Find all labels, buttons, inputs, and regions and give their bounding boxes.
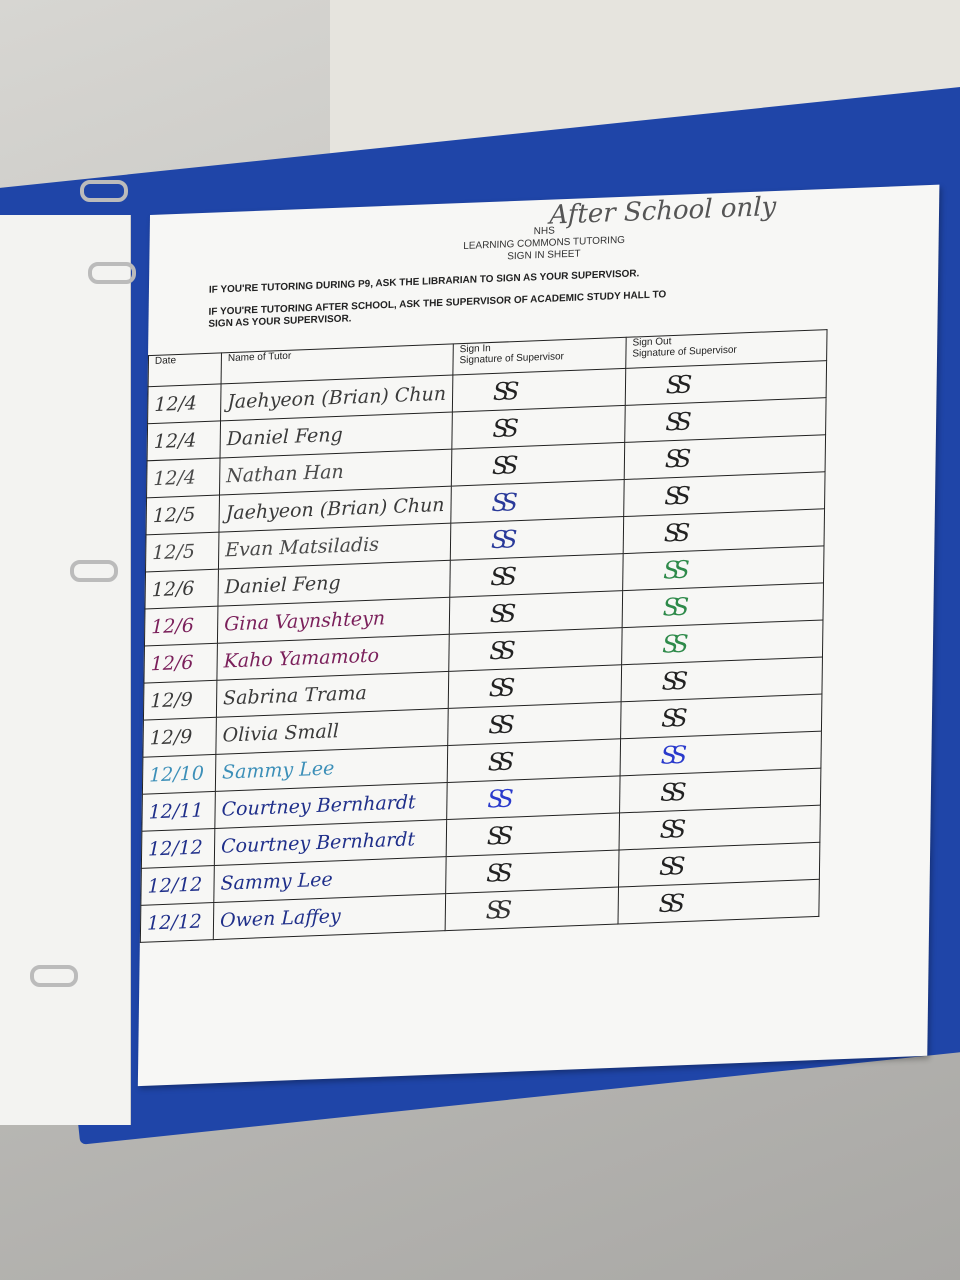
date-cell: 12/6 xyxy=(144,606,218,647)
sign-in-sheet: NHS LEARNING COMMONS TUTORING SIGN IN SH… xyxy=(137,184,940,1087)
binder-ring xyxy=(30,965,78,987)
date-cell: 12/9 xyxy=(142,717,217,758)
sign-out-signature: SS xyxy=(617,879,820,925)
binder-ring xyxy=(80,180,128,202)
date-cell: 12/6 xyxy=(144,569,219,609)
date-cell: 12/4 xyxy=(147,383,222,424)
date-cell: 12/10 xyxy=(142,754,216,795)
date-cell: 12/4 xyxy=(146,457,221,498)
col-date: Date xyxy=(148,352,222,387)
sign-in-signature: SS xyxy=(445,887,619,931)
sheet-title: NHS LEARNING COMMONS TUTORING SIGN IN SH… xyxy=(149,211,939,277)
binder-ring xyxy=(88,262,136,284)
date-cell: 12/12 xyxy=(140,865,215,906)
date-cell: 12/5 xyxy=(146,495,220,535)
binder-ring xyxy=(70,560,118,582)
date-cell: 12/12 xyxy=(141,828,215,869)
tutor-name-cell: Owen Laffey xyxy=(213,893,446,940)
sign-in-table: Date Name of Tutor Sign In Signature of … xyxy=(140,329,828,943)
date-cell: 12/5 xyxy=(145,532,219,572)
date-cell: 12/11 xyxy=(141,791,216,832)
handwritten-note: After School only xyxy=(549,191,777,231)
instruction-after-school: IF YOU'RE TUTORING AFTER SCHOOL, ASK THE… xyxy=(208,289,667,330)
left-page xyxy=(0,215,131,1125)
date-cell: 12/9 xyxy=(143,680,217,721)
date-cell: 12/12 xyxy=(140,902,214,943)
date-cell: 12/4 xyxy=(147,420,221,461)
date-cell: 12/6 xyxy=(143,643,218,684)
